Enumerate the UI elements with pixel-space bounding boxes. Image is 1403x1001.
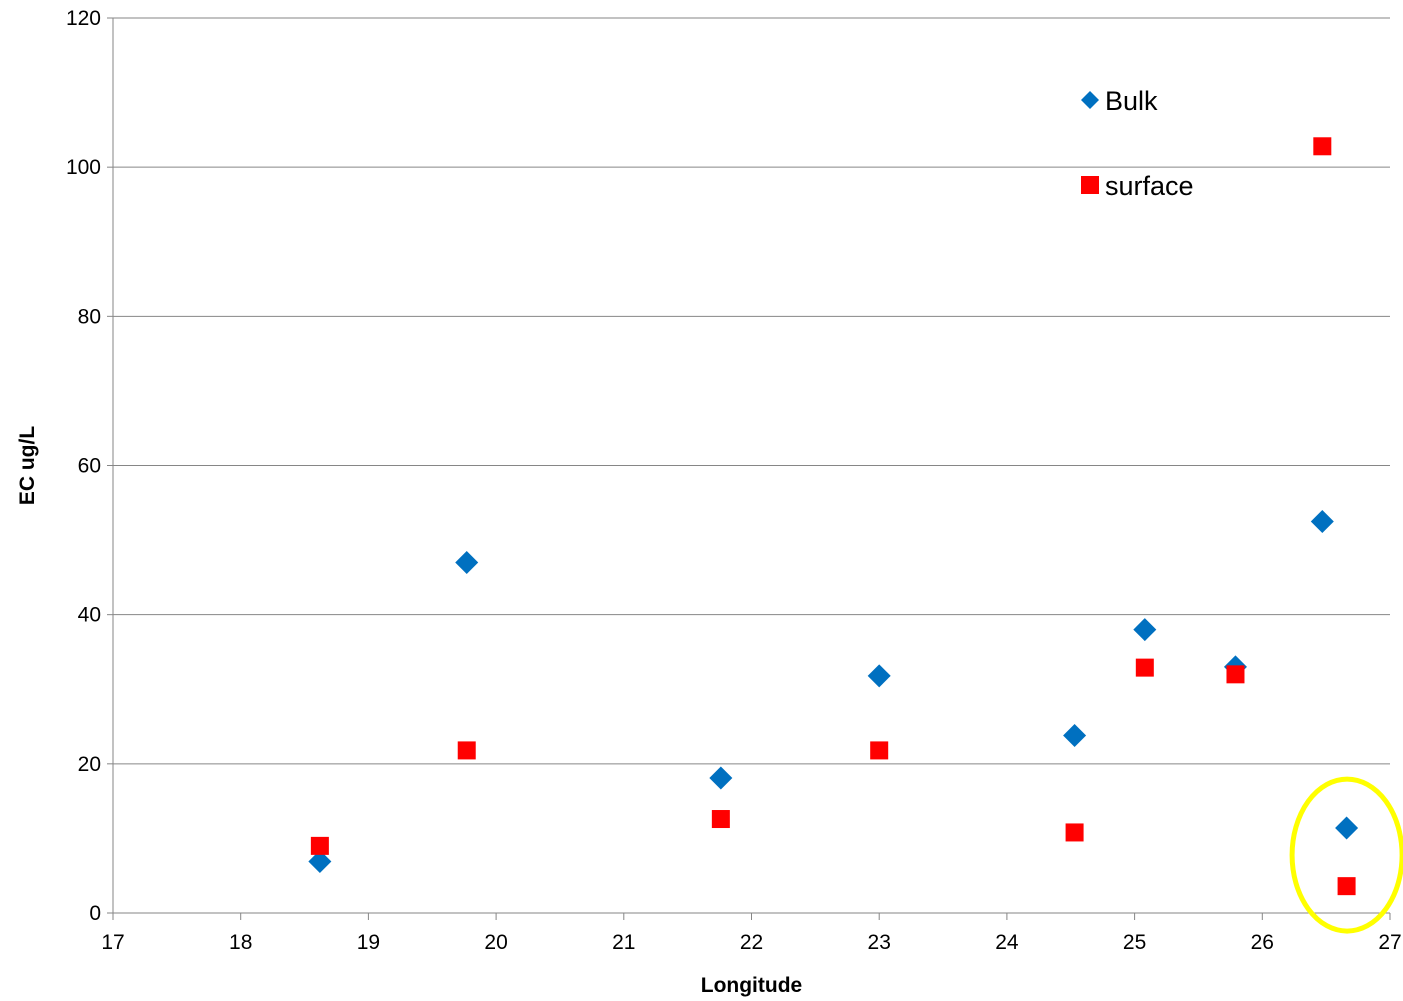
- y-tick-label: 120: [66, 7, 101, 30]
- legend-entry-surface: surface: [1081, 171, 1194, 201]
- x-tick-label: 22: [740, 931, 763, 954]
- x-tick-label: 17: [101, 931, 124, 954]
- x-tick-label: 18: [229, 931, 252, 954]
- x-tick-label: 24: [995, 931, 1019, 954]
- x-tick-label: 26: [1251, 931, 1274, 954]
- legend-label-surface: surface: [1105, 171, 1194, 201]
- bulk-point: [308, 850, 332, 874]
- annotations: [1289, 776, 1403, 934]
- x-tick-label: 25: [1123, 931, 1146, 954]
- y-axis-title: EC ug/L: [16, 426, 39, 505]
- x-tick-label: 19: [357, 931, 380, 954]
- surface-point: [870, 741, 889, 760]
- legend-marker-surface: [1081, 176, 1099, 194]
- surface-point: [457, 741, 476, 760]
- axes: [107, 17, 1391, 920]
- highlight-ellipse: [1289, 776, 1403, 934]
- surface-point: [1065, 823, 1084, 842]
- bulk-point: [709, 766, 733, 790]
- legend-entry-bulk: Bulk: [1081, 86, 1158, 116]
- y-tick-label: 100: [66, 156, 101, 179]
- x-tick-label: 20: [484, 931, 507, 954]
- surface-point: [1135, 658, 1154, 677]
- bulk-point: [1063, 723, 1087, 747]
- y-tick-label: 20: [78, 753, 101, 776]
- bulk-point: [455, 550, 479, 574]
- bulk-point: [1335, 816, 1359, 840]
- legend-marker-bulk: [1081, 91, 1099, 109]
- legend: Bulk surface: [1081, 86, 1194, 201]
- bulk-point: [1310, 509, 1334, 533]
- bulk-point: [1133, 618, 1157, 642]
- surface-point: [310, 836, 329, 855]
- surface-point: [1337, 877, 1356, 896]
- y-tick-label: 60: [78, 455, 101, 478]
- surface-point: [1226, 665, 1245, 684]
- x-axis-title: Longitude: [701, 974, 802, 997]
- data-points: [308, 137, 1359, 896]
- y-tick-label: 40: [78, 604, 101, 627]
- surface-point: [711, 810, 730, 829]
- y-tick-label: 0: [89, 902, 101, 925]
- bulk-point: [867, 664, 891, 688]
- x-tick-label: 27: [1378, 931, 1401, 954]
- surface-point: [1313, 137, 1332, 156]
- x-tick-label: 21: [612, 931, 635, 954]
- legend-label-bulk: Bulk: [1105, 86, 1158, 116]
- x-tick-label: 23: [868, 931, 891, 954]
- gridlines: [113, 17, 1390, 765]
- tick-labels: 0 20 40 60 80 100 120 17 18 19 20 21 22 23 24 25 26 27: [66, 7, 1402, 954]
- y-tick-label: 80: [78, 305, 101, 328]
